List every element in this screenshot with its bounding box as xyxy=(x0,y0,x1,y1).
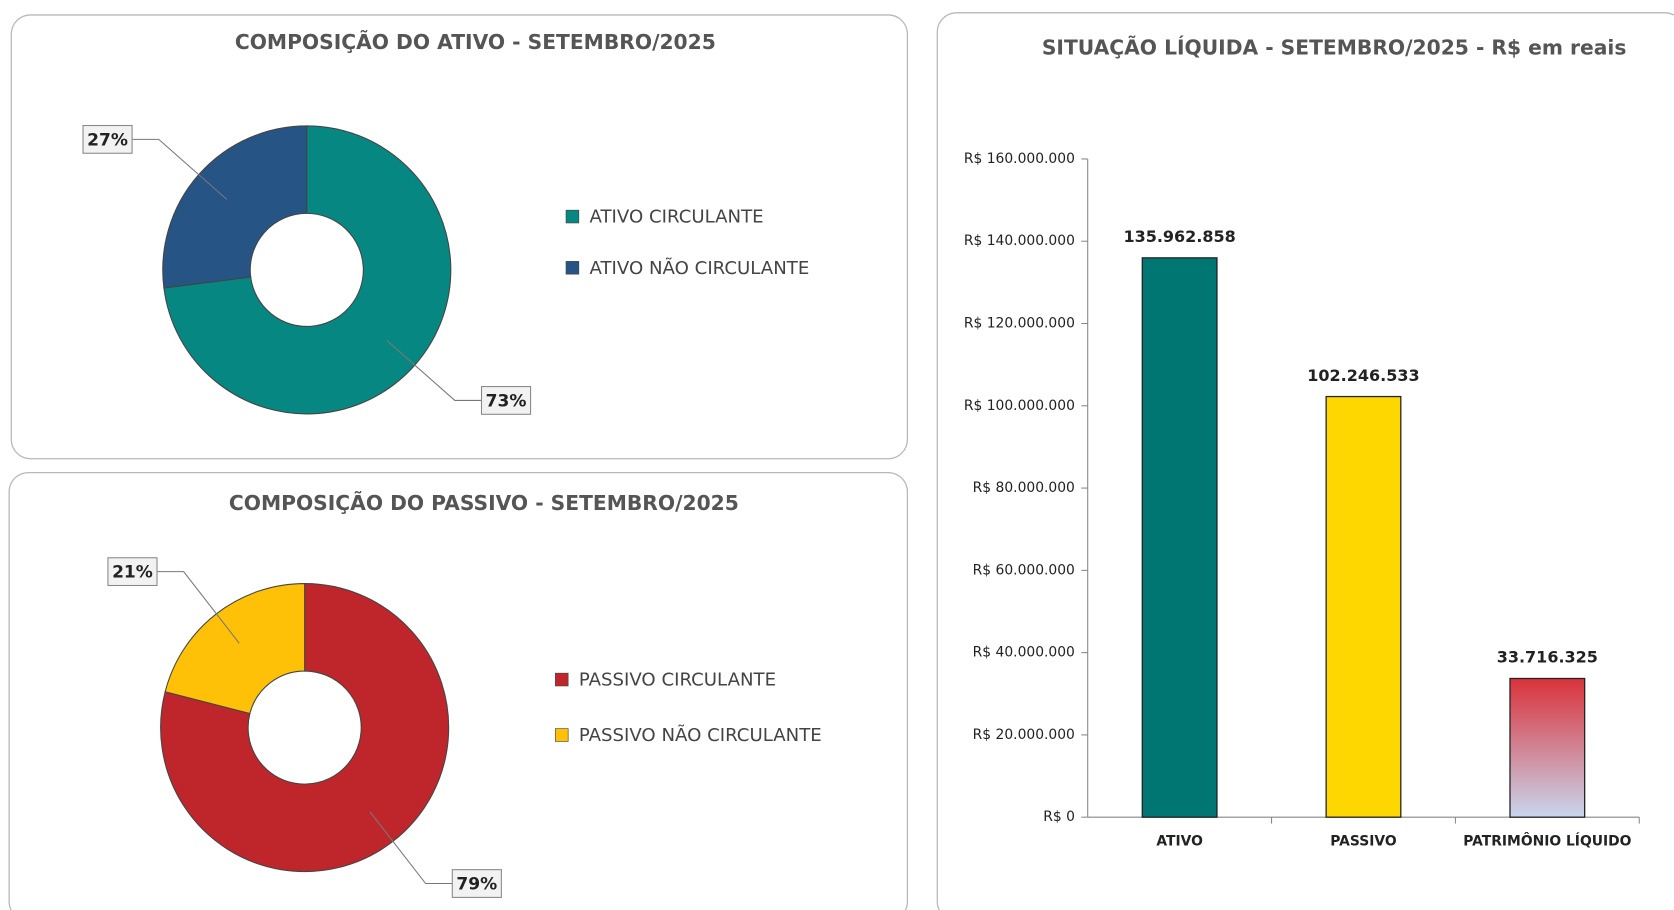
x-tick-label: ATIVO xyxy=(1156,834,1203,850)
y-tick-label: R$ 40.000.000 xyxy=(973,645,1075,661)
leader-line xyxy=(369,811,453,885)
legend-swatch xyxy=(555,728,569,742)
label-box xyxy=(451,869,502,898)
y-tick-label: R$ 20.000.000 xyxy=(973,727,1075,743)
label-box xyxy=(480,386,532,415)
y-tick-label: R$ 60.000.000 xyxy=(973,562,1075,578)
label-box xyxy=(82,124,133,154)
y-tick-label: R$ 140.000.000 xyxy=(964,233,1075,249)
legend-swatch xyxy=(555,672,569,687)
data-label: 135.962.858 xyxy=(1123,227,1235,246)
data-label: 73% xyxy=(486,391,527,411)
panel xyxy=(8,471,909,910)
y-tick-label: R$ 160.000.000 xyxy=(964,151,1075,167)
legend-label: ATIVO CIRCULANTE xyxy=(589,207,763,228)
panel xyxy=(10,14,909,460)
leader-line xyxy=(157,571,240,644)
data-label: 33.716.325 xyxy=(1497,648,1598,667)
bar xyxy=(1325,395,1402,818)
leader-line xyxy=(386,340,482,401)
donut-slice xyxy=(164,583,306,715)
bar xyxy=(1141,257,1218,818)
legend-swatch xyxy=(565,209,580,224)
panel xyxy=(936,12,1674,910)
y-tick-label: R$ 100.000.000 xyxy=(964,398,1075,414)
leader-line xyxy=(132,138,228,200)
legend-swatch xyxy=(565,261,580,275)
donut-slice xyxy=(163,125,452,415)
chart-title: COMPOSIÇÃO DO PASSIVO - SETEMBRO/2025 xyxy=(229,491,739,515)
legend-label: PASSIVO CIRCULANTE xyxy=(579,670,776,691)
y-tick-label: R$ 0 xyxy=(1043,809,1075,825)
data-label: 21% xyxy=(112,563,153,583)
donut-slice xyxy=(162,125,308,289)
data-label: 27% xyxy=(87,130,128,150)
bar xyxy=(1509,677,1586,818)
y-tick-label: R$ 80.000.000 xyxy=(973,480,1075,496)
legend-label: PASSIVO NÃO CIRCULANTE xyxy=(579,724,822,746)
chart-title: SITUAÇÃO LÍQUIDA - SETEMBRO/2025 - R$ em… xyxy=(1042,36,1627,60)
donut-slice xyxy=(160,583,450,873)
data-label: 79% xyxy=(456,875,497,895)
legend-label: ATIVO NÃO CIRCULANTE xyxy=(589,257,809,279)
data-label: 102.246.533 xyxy=(1307,366,1419,385)
label-box xyxy=(107,557,158,587)
x-tick-label: PATRIMÔNIO LÍQUIDO xyxy=(1463,832,1631,850)
chart-title: COMPOSIÇÃO DO ATIVO - SETEMBRO/2025 xyxy=(235,30,716,54)
y-tick-label: R$ 120.000.000 xyxy=(964,316,1075,332)
x-tick-label: PASSIVO xyxy=(1330,834,1397,850)
